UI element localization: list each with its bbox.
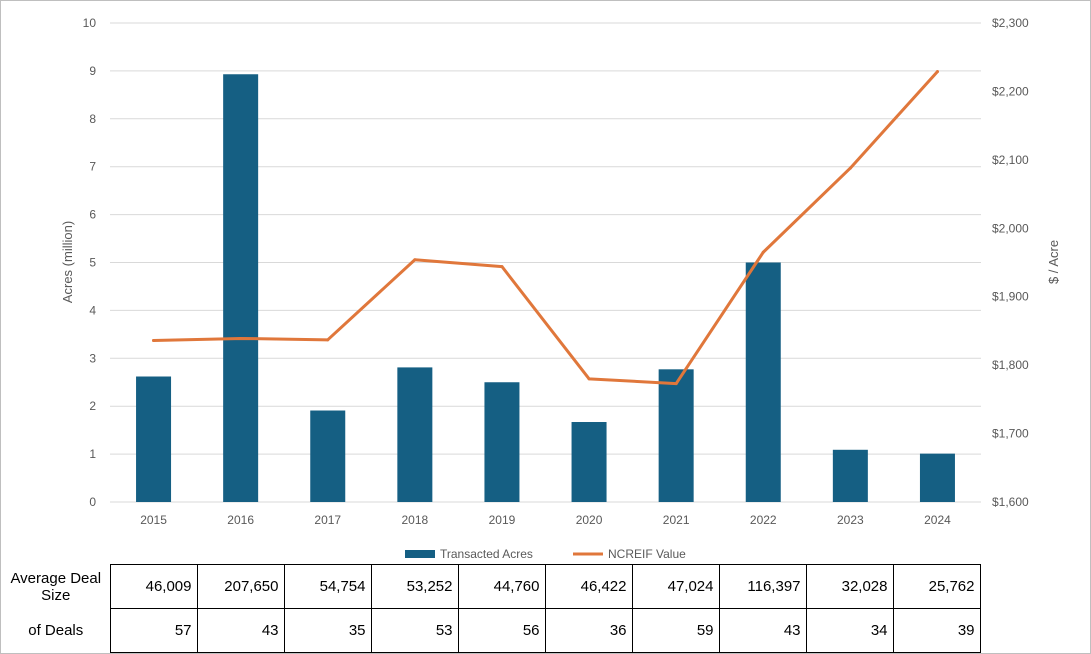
y2-tick-label: $2,200 (992, 84, 1029, 98)
y-tick-label: 3 (89, 351, 96, 365)
y-tick-label: 9 (89, 64, 96, 78)
y-tick-label: 4 (89, 303, 96, 317)
line-point (152, 339, 156, 343)
x-tick-label: 2023 (837, 513, 864, 527)
y-tick-label: 0 (89, 495, 96, 509)
y2-axis-title: $ / Acre (1046, 240, 1061, 284)
bar-series (136, 74, 955, 503)
bar (397, 367, 433, 502)
table-cell: 32,028 (805, 564, 894, 609)
table-cell: 59 (631, 608, 720, 653)
bar (484, 382, 520, 502)
y-tick-label: 2 (89, 399, 96, 413)
x-tick-label: 2024 (924, 513, 951, 527)
y-tick-label: 5 (89, 256, 96, 270)
y-tick-label: 7 (89, 160, 96, 174)
right-axis-ticks: $1,600 $1,700 $1,800 $1,900 $2,000 $2,100 $2,2… (992, 16, 1029, 509)
bar (136, 376, 172, 502)
table-row: of Deals 57 43 35 53 56 36 59 43 34 39 (2, 608, 981, 653)
x-tick-label: 2015 (140, 513, 167, 527)
line-point (500, 265, 504, 269)
line-point (674, 382, 678, 386)
table-cell: 53,252 (370, 564, 459, 609)
y-tick-label: 10 (83, 16, 97, 30)
y2-tick-label: $2,100 (992, 153, 1029, 167)
y-tick-label: 1 (89, 447, 96, 461)
table-cell: 46,009 (109, 564, 198, 609)
bar (658, 369, 694, 502)
legend-label-bar: Transacted Acres (440, 547, 533, 561)
table-row: Average Deal Size 46,009 207,650 54,754 … (2, 564, 981, 609)
legend: Transacted Acres NCREIF Value (405, 547, 686, 561)
y2-tick-label: $1,700 (992, 427, 1029, 441)
ncreif-line (152, 70, 939, 386)
legend-label-line: NCREIF Value (608, 547, 686, 561)
line-point (761, 250, 765, 254)
y-axis-title: Acres (million) (60, 221, 75, 303)
table-cell: 56 (457, 608, 546, 653)
bar (832, 449, 868, 502)
line-point (413, 258, 417, 262)
table-cell: 57 (109, 608, 198, 653)
table-cell: 34 (805, 608, 894, 653)
bar (310, 410, 346, 502)
y2-tick-label: $1,900 (992, 290, 1029, 304)
table-cell: 39 (892, 608, 981, 653)
table-cell: 43 (196, 608, 285, 653)
table-cell: 116,397 (718, 564, 807, 609)
bar (919, 453, 955, 502)
y-tick-label: 8 (89, 112, 96, 126)
table-cell: 25,762 (892, 564, 981, 609)
y2-tick-label: $1,600 (992, 495, 1029, 509)
x-tick-label: 2022 (750, 513, 777, 527)
y2-tick-label: $2,000 (992, 221, 1029, 235)
table-cell: 35 (283, 608, 372, 653)
bar (223, 74, 259, 503)
bar (745, 262, 781, 502)
bar (571, 422, 607, 502)
x-tick-label: 2016 (227, 513, 254, 527)
y2-tick-label: $1,800 (992, 358, 1029, 372)
table-cell: 44,760 (457, 564, 546, 609)
table-cell: 207,650 (196, 564, 285, 609)
line-point (326, 338, 330, 342)
table-cell: 53 (370, 608, 459, 653)
x-tick-label: 2021 (663, 513, 690, 527)
left-axis-ticks: 0 1 2 3 4 5 6 7 8 9 10 (83, 16, 97, 509)
table-cell: 43 (718, 608, 807, 653)
line-point (587, 377, 591, 381)
x-tick-label: 2018 (401, 513, 428, 527)
row-label: Average Deal Size (10, 569, 102, 604)
x-tick-label: 2019 (489, 513, 516, 527)
legend-swatch-bar (405, 550, 435, 558)
row-label: of Deals (28, 622, 84, 639)
y2-tick-label: $2,300 (992, 16, 1029, 30)
x-tick-label: 2020 (576, 513, 603, 527)
y-tick-label: 6 (89, 208, 96, 222)
x-axis-ticks: 2015 2016 2017 2018 2019 2020 2021 2022 2023 2024 (140, 513, 951, 527)
combo-chart: 0 1 2 3 4 5 6 7 8 9 10 $1,600 $1,700 $1,800 $1,900 $2,… (60, 16, 1061, 561)
line-point (239, 336, 243, 340)
table-cell: 47,024 (631, 564, 720, 609)
table-cell: 54,754 (283, 564, 372, 609)
table-cell: 46,422 (544, 564, 633, 609)
x-tick-label: 2017 (314, 513, 341, 527)
line-point (848, 166, 852, 170)
deal-stats-table: Average Deal Size 46,009 207,650 54,754 … (2, 564, 981, 653)
line-series (152, 70, 939, 386)
line-point (935, 70, 939, 74)
table-cell: 36 (544, 608, 633, 653)
